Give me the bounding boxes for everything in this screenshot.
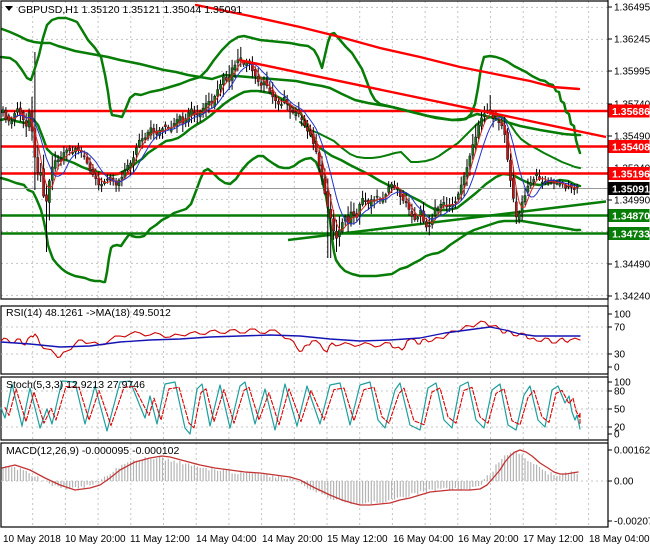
svg-text:30: 30 bbox=[614, 350, 626, 361]
svg-text:18 May 04:00: 18 May 04:00 bbox=[589, 534, 650, 545]
svg-text:1.35408: 1.35408 bbox=[612, 142, 650, 154]
svg-text:14 May 04:00: 14 May 04:00 bbox=[196, 534, 257, 545]
svg-text:11 May 12:00: 11 May 12:00 bbox=[130, 534, 190, 545]
svg-text:20: 20 bbox=[614, 423, 626, 434]
svg-text:15 May 12:00: 15 May 12:00 bbox=[327, 534, 388, 545]
svg-text:0: 0 bbox=[614, 363, 620, 374]
svg-text:-0.002079: -0.002079 bbox=[614, 517, 650, 528]
svg-text:0: 0 bbox=[614, 430, 620, 441]
svg-text:16 May 04:00: 16 May 04:00 bbox=[393, 534, 454, 545]
svg-text:100: 100 bbox=[614, 310, 631, 321]
svg-text:17 May 12:00: 17 May 12:00 bbox=[523, 534, 584, 545]
svg-text:0.001629: 0.001629 bbox=[614, 446, 650, 457]
svg-text:10 May 20:00: 10 May 20:00 bbox=[65, 534, 126, 545]
svg-text:50: 50 bbox=[614, 405, 626, 416]
svg-text:1.35196: 1.35196 bbox=[612, 169, 650, 181]
svg-text:RSI(14) 48.1261 ->MA(18) 49.5: RSI(14) 48.1261 ->MA(18) 49.5012 bbox=[6, 307, 171, 319]
svg-text:1.35091: 1.35091 bbox=[612, 184, 650, 196]
svg-text:1.36495: 1.36495 bbox=[614, 3, 650, 14]
svg-text:1.35686: 1.35686 bbox=[612, 106, 650, 118]
svg-text:10 May 2018: 10 May 2018 bbox=[3, 534, 61, 545]
svg-text:0.00: 0.00 bbox=[614, 477, 634, 488]
svg-text:1.36245: 1.36245 bbox=[614, 35, 650, 46]
svg-text:16 May 20:00: 16 May 20:00 bbox=[458, 534, 519, 545]
svg-text:100: 100 bbox=[614, 378, 631, 389]
svg-text:1.34990: 1.34990 bbox=[614, 196, 650, 207]
svg-text:1.35490: 1.35490 bbox=[614, 132, 650, 143]
svg-text:1.34733: 1.34733 bbox=[612, 229, 650, 241]
svg-text:70: 70 bbox=[614, 323, 626, 334]
svg-text:Stoch(5,3,3) 12.9213 27.9746: Stoch(5,3,3) 12.9213 27.9746 bbox=[6, 379, 145, 391]
svg-text:1.34870: 1.34870 bbox=[612, 211, 650, 223]
svg-text:GBPUSD,H1 1.35120 1.35121 1.3: GBPUSD,H1 1.35120 1.35121 1.35044 1.3509… bbox=[18, 4, 242, 16]
svg-text:MACD(12,26,9) -0.000095 -0.000: MACD(12,26,9) -0.000095 -0.000102 bbox=[6, 445, 180, 457]
svg-text:14 May 20:00: 14 May 20:00 bbox=[262, 534, 323, 545]
svg-text:1.34490: 1.34490 bbox=[614, 260, 650, 271]
svg-text:80: 80 bbox=[614, 387, 626, 398]
svg-text:1.35995: 1.35995 bbox=[614, 67, 650, 78]
svg-text:1.34240: 1.34240 bbox=[614, 292, 650, 303]
